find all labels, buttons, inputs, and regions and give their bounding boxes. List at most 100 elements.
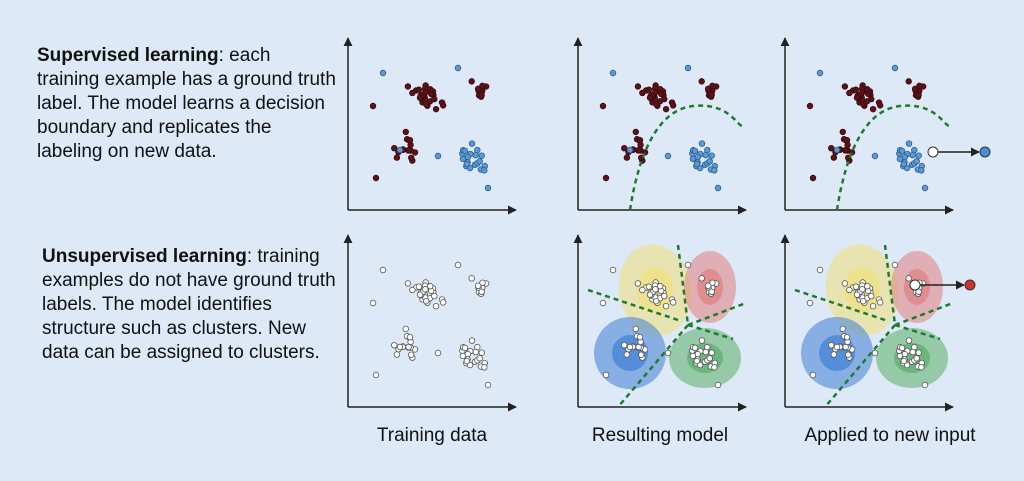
point <box>918 167 925 174</box>
point <box>839 128 846 136</box>
point <box>478 288 485 296</box>
point <box>698 337 706 344</box>
point <box>684 64 692 72</box>
point <box>646 291 654 298</box>
point <box>693 160 701 168</box>
description: : each training example has a ground tru… <box>37 45 336 162</box>
point <box>909 348 916 356</box>
point <box>661 292 668 300</box>
point <box>468 140 476 147</box>
point <box>478 349 485 356</box>
point <box>635 343 642 351</box>
point <box>434 152 442 160</box>
point <box>669 102 677 109</box>
point <box>427 86 434 93</box>
point <box>845 351 852 358</box>
point <box>859 297 867 305</box>
point <box>711 364 718 371</box>
point <box>632 325 639 333</box>
column-label: Resulting model <box>592 425 728 446</box>
point <box>408 154 415 161</box>
point <box>416 291 424 298</box>
point <box>833 343 841 351</box>
cluster-boundary <box>687 323 734 341</box>
point <box>846 286 853 294</box>
point <box>706 158 713 165</box>
new-input <box>909 279 921 291</box>
point <box>626 343 634 351</box>
term: Unsupervised learning <box>42 246 247 267</box>
point <box>806 102 814 110</box>
point <box>684 261 692 269</box>
point <box>871 349 879 357</box>
point <box>859 89 866 96</box>
point <box>609 69 617 77</box>
point <box>905 78 912 85</box>
point <box>652 286 659 293</box>
point <box>846 89 853 97</box>
point <box>859 286 866 293</box>
point <box>708 349 715 356</box>
point <box>909 151 916 159</box>
point <box>709 279 716 286</box>
point <box>427 283 434 290</box>
point <box>406 136 414 144</box>
cluster-boundary <box>883 244 897 326</box>
point <box>639 89 646 97</box>
unsupervised-text: Unsupervised learning: training examples… <box>42 245 342 365</box>
point <box>830 154 838 161</box>
point <box>905 275 912 282</box>
point <box>702 151 709 159</box>
point <box>432 302 440 310</box>
point <box>379 266 387 274</box>
point <box>853 94 861 101</box>
point <box>422 286 429 293</box>
point <box>714 381 722 389</box>
point <box>461 344 469 352</box>
point <box>816 69 824 77</box>
point <box>657 86 664 93</box>
cluster-boundary <box>587 288 679 322</box>
point <box>621 144 628 152</box>
point <box>431 292 438 300</box>
point <box>621 341 628 349</box>
point <box>691 147 699 155</box>
panel <box>780 234 976 412</box>
point <box>461 147 469 155</box>
point <box>661 95 668 103</box>
point <box>869 302 877 310</box>
panel <box>343 37 517 215</box>
point <box>652 100 660 108</box>
point <box>393 154 401 161</box>
panel <box>780 37 991 215</box>
point <box>391 341 398 349</box>
point <box>393 351 401 358</box>
point <box>645 283 653 290</box>
point <box>915 91 922 99</box>
point <box>830 351 838 358</box>
point <box>905 140 913 147</box>
point <box>809 371 817 379</box>
point <box>636 333 644 341</box>
point <box>698 140 706 147</box>
point <box>404 280 412 287</box>
point <box>652 89 659 96</box>
description: : training examples do not have ground t… <box>42 246 336 363</box>
point <box>639 286 646 294</box>
assigned-output <box>979 146 991 158</box>
point <box>691 344 699 352</box>
point <box>708 91 715 99</box>
point <box>422 89 429 96</box>
point <box>404 83 412 90</box>
point <box>468 78 475 85</box>
cluster-boundary <box>894 301 954 327</box>
point <box>638 351 645 358</box>
point <box>864 283 871 290</box>
point <box>859 100 867 108</box>
supervised-text: Supervised learning: each training examp… <box>37 44 337 164</box>
point <box>709 82 716 89</box>
assigned-output <box>964 279 976 291</box>
point <box>372 371 380 379</box>
point <box>876 299 884 306</box>
point <box>408 351 415 358</box>
